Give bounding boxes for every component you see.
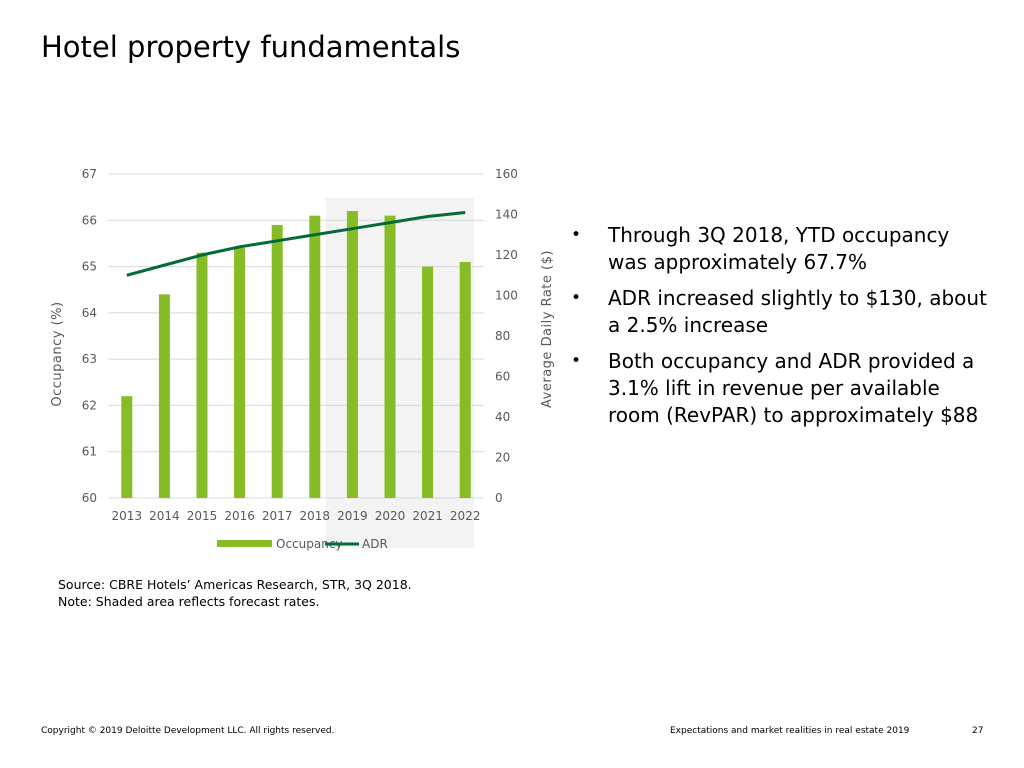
x-tick-label: 2022 xyxy=(450,509,481,523)
bullet-symbol: • xyxy=(571,351,582,371)
y2-tick-label: 40 xyxy=(495,410,510,424)
x-tick-label: 2015 xyxy=(187,509,218,523)
legend-swatch-occupancy xyxy=(217,540,272,547)
occupancy-bar xyxy=(158,294,170,498)
chart-notes: Source: CBRE Hotels’ Americas Research, … xyxy=(58,576,412,610)
occupancy-bar xyxy=(309,215,321,498)
y2-tick-label: 120 xyxy=(495,248,518,262)
y2-tick-label: 60 xyxy=(495,370,510,384)
y-tick-label: 60 xyxy=(82,491,97,505)
occupancy-bar xyxy=(121,396,133,498)
y2-tick-label: 0 xyxy=(495,491,503,505)
occupancy-bar xyxy=(346,211,358,498)
y2-axis-title: Average Daily Rate ($) xyxy=(540,250,555,408)
legend-label-adr: ADR xyxy=(362,537,388,551)
bullet-symbol: • xyxy=(571,225,582,245)
x-tick-label: 2016 xyxy=(224,509,255,523)
bullet-item: • Both occupancy and ADR provided a 3.1%… xyxy=(568,348,988,429)
y2-tick-label: 160 xyxy=(495,167,518,181)
bullet-item: • ADR increased slightly to $130, about … xyxy=(568,285,988,339)
forecast-note: Note: Shaded area reflects forecast rate… xyxy=(58,594,320,609)
y-tick-label: 61 xyxy=(82,445,97,459)
bullet-symbol: • xyxy=(571,288,582,308)
bullet-text: ADR increased slightly to $130, about a … xyxy=(608,286,987,337)
y-tick-label: 62 xyxy=(82,398,97,412)
bullet-item: • Through 3Q 2018, YTD occupancy was app… xyxy=(568,222,988,276)
y-tick-label: 67 xyxy=(82,167,97,181)
x-tick-label: 2013 xyxy=(112,509,143,523)
occupancy-bar xyxy=(459,261,471,498)
occupancy-bar xyxy=(234,248,246,498)
bullet-text: Both occupancy and ADR provided a 3.1% l… xyxy=(608,349,979,427)
source-note: Source: CBRE Hotels’ Americas Research, … xyxy=(58,577,412,592)
occupancy-bar xyxy=(384,215,396,498)
x-tick-label: 2017 xyxy=(262,509,293,523)
x-tick-label: 2014 xyxy=(149,509,180,523)
x-tick-label: 2021 xyxy=(412,509,443,523)
copyright-footer: Copyright © 2019 Deloitte Development LL… xyxy=(41,726,335,736)
occupancy-bar xyxy=(422,266,434,498)
report-title-footer: Expectations and market realities in rea… xyxy=(670,726,910,736)
page-number: 27 xyxy=(972,726,984,736)
x-tick-label: 2018 xyxy=(300,509,331,523)
occupancy-bar xyxy=(271,224,283,498)
occupancy-adr-chart: 60 61 62 63 64 65 66 67 0 20 40 60 80 100 120 140 160 201… xyxy=(50,167,555,551)
y-tick-label: 65 xyxy=(82,260,97,274)
y-tick-label: 66 xyxy=(82,213,97,227)
y-axis-title: Occupancy (%) xyxy=(50,301,65,406)
y-tick-label: 64 xyxy=(82,306,97,320)
x-tick-label: 2020 xyxy=(375,509,406,523)
y2-tick-label: 20 xyxy=(495,451,510,465)
bullet-list: • Through 3Q 2018, YTD occupancy was app… xyxy=(568,222,988,438)
y2-tick-label: 100 xyxy=(495,289,518,303)
x-tick-label: 2019 xyxy=(337,509,368,523)
y2-tick-label: 80 xyxy=(495,329,510,343)
bullet-text: Through 3Q 2018, YTD occupancy was appro… xyxy=(608,223,950,274)
occupancy-bar xyxy=(196,252,208,498)
y-tick-label: 63 xyxy=(82,352,97,366)
legend-label-occupancy: Occupancy xyxy=(276,537,343,551)
y2-tick-label: 140 xyxy=(495,208,518,222)
adr-line xyxy=(126,210,466,277)
page-title: Hotel property fundamentals xyxy=(41,30,461,64)
